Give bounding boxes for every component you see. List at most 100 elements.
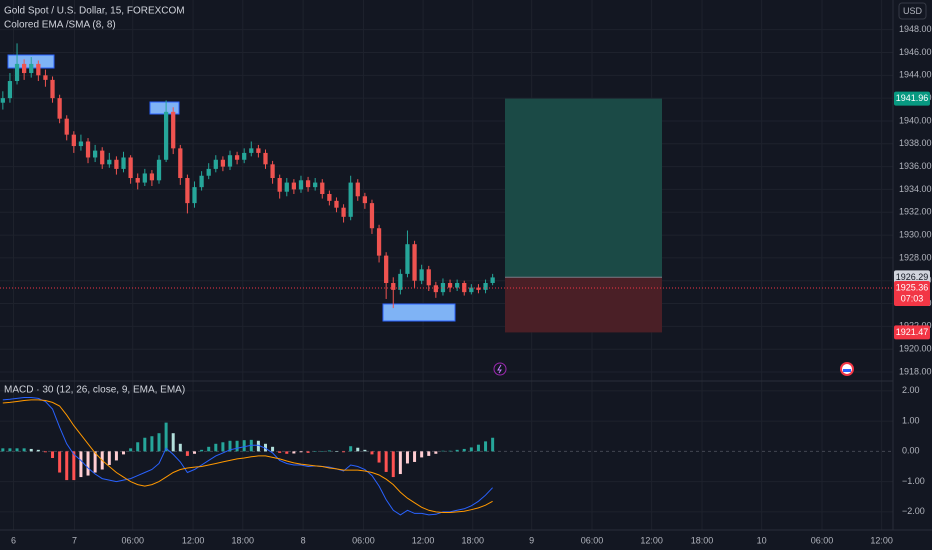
x-tick-label: 18:00	[691, 535, 714, 545]
candle-body	[213, 159, 218, 169]
candle-body	[476, 287, 481, 290]
candle-body	[114, 159, 119, 169]
candle-body	[22, 63, 27, 74]
candle-body	[398, 273, 403, 290]
candle-body	[313, 182, 318, 188]
y-tick-label: 1944.00	[899, 70, 932, 80]
candle-body	[433, 285, 438, 293]
candle-body	[227, 155, 233, 167]
histogram-bar	[164, 422, 168, 452]
indicator-title: Colored EMA /SMA (8, 8)	[4, 20, 116, 31]
candle-body	[234, 155, 240, 160]
histogram-bar	[185, 451, 189, 456]
candle-body	[291, 182, 297, 190]
x-tick-label: 9	[529, 535, 534, 545]
candle-body	[78, 141, 84, 147]
histogram-bar	[285, 451, 289, 454]
candle-body	[256, 148, 261, 153]
candle-body	[14, 63, 20, 82]
histogram-bar	[377, 451, 381, 463]
candle-body	[391, 283, 396, 290]
histogram-bar	[405, 451, 409, 464]
candle-body	[355, 182, 360, 197]
currency-label: USD	[903, 6, 923, 16]
histogram-bar	[15, 448, 19, 452]
histogram-bar	[65, 451, 69, 481]
currency-button[interactable]	[898, 2, 927, 20]
histogram-bar	[342, 451, 346, 453]
x-tick-label: 7	[72, 535, 77, 545]
candle-body	[362, 196, 367, 204]
x-tick-label: 12:00	[640, 535, 663, 545]
histogram-bar	[448, 450, 452, 452]
candle-body	[220, 159, 226, 167]
candle-body	[412, 244, 417, 281]
histogram-bar	[242, 440, 246, 452]
histogram-bar	[413, 451, 417, 462]
histogram-bar	[22, 448, 26, 452]
candle-body	[284, 182, 289, 192]
histogram-bar	[193, 451, 197, 454]
histogram-bar	[43, 451, 47, 453]
histogram-bar	[1, 448, 5, 452]
x-tick-label: 18:00	[461, 535, 484, 545]
histogram-bar	[455, 449, 459, 452]
candle-body	[178, 148, 183, 179]
x-tick-label: 06:00	[811, 535, 834, 545]
candle-body	[405, 244, 410, 274]
candle-body	[327, 193, 332, 201]
histogram-bar	[136, 442, 140, 452]
y-tick-label: 1946.00	[899, 47, 932, 57]
position-loss-zone[interactable]	[505, 277, 662, 333]
histogram-bar	[8, 448, 12, 452]
histogram-bar	[36, 449, 40, 452]
candle-body	[447, 283, 453, 288]
candle-body	[277, 178, 282, 192]
y-tick-label: 1940.00	[899, 115, 932, 125]
y-tick-label: 1948.00	[899, 24, 932, 34]
candle-body	[469, 287, 474, 293]
price-tag	[894, 91, 930, 106]
event-icon[interactable]	[493, 362, 507, 376]
candle-body	[298, 180, 304, 190]
candle-body	[0, 98, 5, 103]
highlight-box[interactable]	[382, 303, 456, 322]
y-tick-label: 1936.00	[899, 161, 932, 171]
candle-body	[341, 207, 346, 217]
countdown-label: 07:03	[901, 293, 924, 303]
histogram-bar	[491, 437, 495, 452]
y-tick-label: 1.00	[902, 415, 920, 425]
x-tick-label: 12:00	[182, 535, 205, 545]
histogram-bar	[384, 451, 388, 472]
candle-body	[100, 150, 105, 165]
candle-body	[369, 203, 375, 229]
histogram-bar	[214, 443, 218, 452]
y-tick-label: 1920.00	[899, 344, 932, 354]
candle-body	[348, 182, 353, 217]
histogram-bar	[320, 451, 324, 452]
candle-body	[320, 182, 325, 194]
candle-body	[149, 173, 155, 181]
histogram-bar	[356, 447, 360, 452]
candle-body	[242, 152, 247, 160]
candle-body	[426, 269, 431, 286]
y-tick-label: −2.00	[902, 506, 925, 516]
histogram-bar	[271, 446, 275, 452]
histogram-bar	[434, 451, 438, 454]
price-tag-label: 1926.29	[896, 272, 929, 282]
candle-body	[156, 159, 162, 181]
candle-body	[43, 75, 48, 80]
candle-body	[171, 111, 176, 149]
histogram-bar	[51, 451, 55, 459]
candle-body	[305, 180, 311, 188]
position-profit-zone[interactable]	[505, 98, 662, 278]
candle-body	[50, 79, 55, 99]
histogram-bar	[278, 451, 282, 453]
histogram-bar	[476, 444, 480, 452]
candle-body	[57, 98, 62, 119]
candle-body	[376, 228, 382, 256]
candle-body	[142, 173, 147, 183]
histogram-bar	[334, 451, 338, 452]
